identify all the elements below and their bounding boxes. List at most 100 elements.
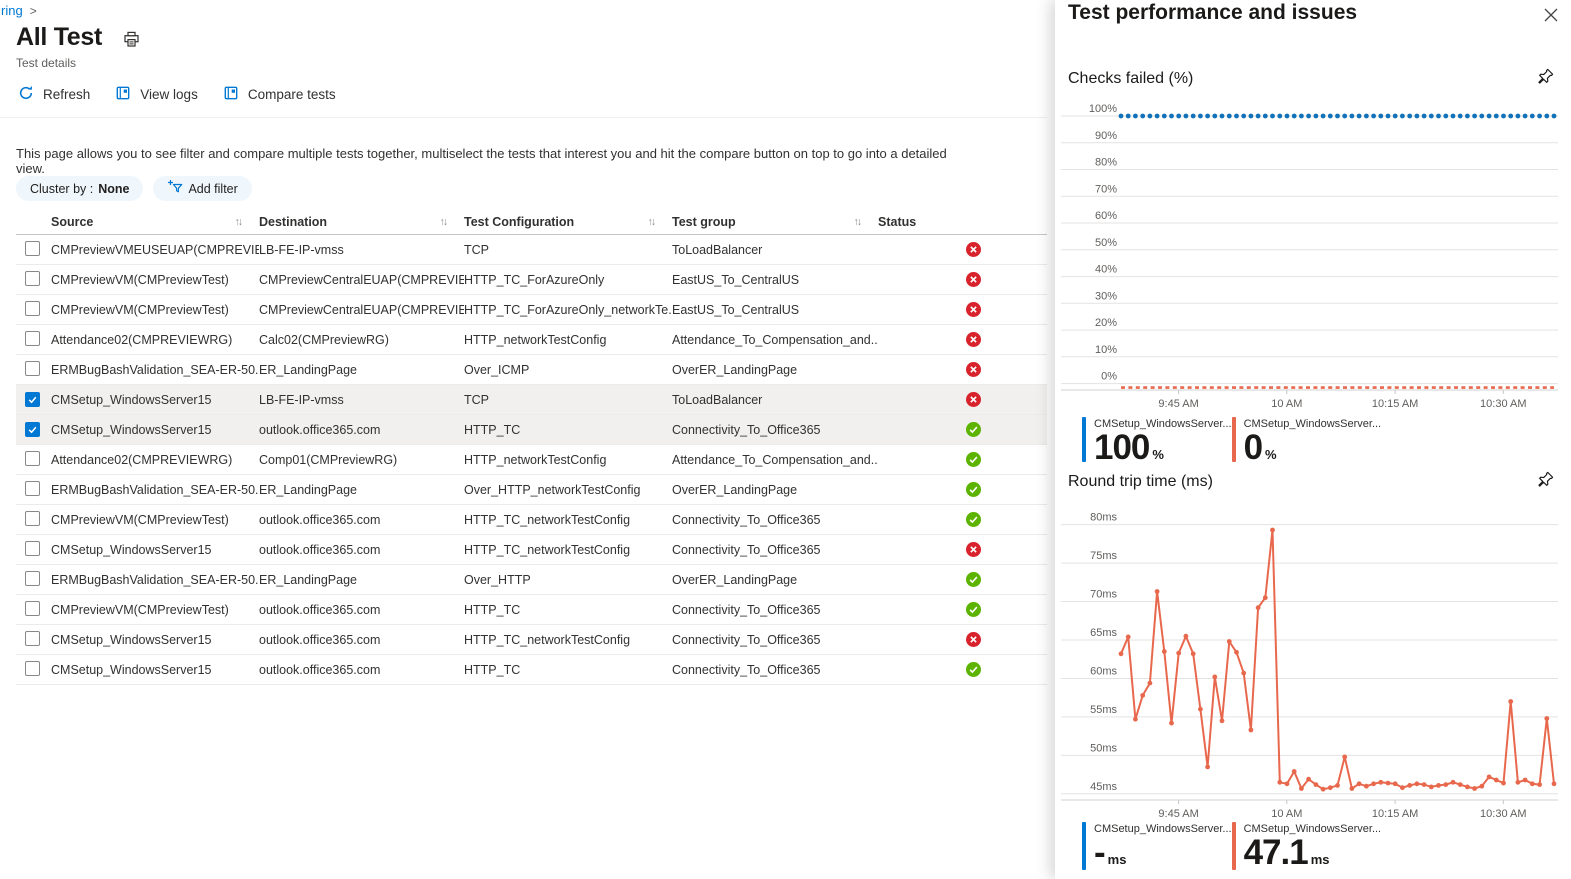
table-row[interactable]: CMPreviewVM(CMPreviewTest) outlook.office… [16, 595, 1047, 625]
row-checkbox[interactable] [25, 421, 40, 437]
refresh-button[interactable]: Refresh [18, 85, 90, 104]
row-checkbox[interactable] [25, 660, 40, 676]
cell-test-group: OverER_LandingPage [672, 362, 798, 377]
row-checkbox[interactable] [25, 450, 40, 466]
table-row[interactable]: CMPreviewVM(CMPreviewTest) CMPreviewCentr… [16, 295, 1047, 325]
breadcrumb-link[interactable]: ring [1, 3, 23, 18]
view-logs-button[interactable]: View logs [115, 85, 198, 104]
cell-source: CMPreviewVM(CMPreviewTest) [51, 302, 229, 317]
cell-destination: ER_LandingPage [259, 482, 357, 497]
table-row[interactable]: CMPreviewVMEUSEUAP(CMPREVIE... LB-FE-IP-v… [16, 235, 1047, 265]
cell-status[interactable] [878, 662, 1047, 677]
row-checkbox[interactable] [25, 240, 40, 256]
column-header-source[interactable]: Source ↑↓ [51, 214, 243, 229]
status-passed-icon [966, 422, 981, 437]
cell-status[interactable] [878, 452, 1047, 467]
tests-table: Source ↑↓ Destination ↑↓ Test Configurat… [16, 209, 1047, 685]
close-icon[interactable] [1544, 8, 1558, 22]
pin-icon[interactable] [1537, 471, 1554, 488]
cell-test-group: Attendance_To_Compensation_and... [672, 332, 878, 347]
cell-status[interactable] [878, 242, 1047, 257]
legend-card[interactable]: CMSetup_WindowsServer... 47.1 ms [1231, 822, 1382, 872]
row-checkbox[interactable] [25, 270, 40, 286]
legend-label: CMSetup_WindowsServer... [1243, 823, 1382, 835]
status-failed-icon [966, 272, 981, 287]
cell-test-configuration: Over_HTTP [464, 572, 531, 587]
cell-test-configuration: HTTP_TC_networkTestConfig [464, 512, 631, 527]
table-row[interactable]: ERMBugBashValidation_SEA-ER-50... ER_Land… [16, 475, 1047, 505]
row-checkbox[interactable] [25, 630, 40, 646]
row-checkbox[interactable] [25, 480, 40, 496]
cell-destination: outlook.office365.com [259, 662, 381, 677]
compare-tests-button[interactable]: Compare tests [223, 85, 336, 104]
legend-card[interactable]: CMSetup_WindowsServer... 0% [1231, 417, 1381, 467]
cell-status[interactable] [878, 542, 1047, 557]
table-row[interactable]: CMSetup_WindowsServer15 LB-FE-IP-vmss TCP T… [16, 385, 1047, 415]
view-logs-label: View logs [140, 87, 198, 102]
table-row[interactable]: CMSetup_WindowsServer15 outlook.office365… [16, 415, 1047, 445]
row-checkbox[interactable] [25, 300, 40, 316]
cell-test-group: Attendance_To_Compensation_and... [672, 452, 878, 467]
cell-status[interactable] [878, 512, 1047, 527]
cell-test-group: Connectivity_To_Office365 [672, 662, 821, 677]
cell-source: ERMBugBashValidation_SEA-ER-50... [51, 572, 259, 587]
sort-icon: ↑↓ [647, 215, 656, 228]
pin-icon[interactable] [1537, 68, 1554, 85]
status-passed-icon [966, 662, 981, 677]
table-row[interactable]: CMSetup_WindowsServer15 outlook.office365… [16, 625, 1047, 655]
column-header-test-configuration[interactable]: Test Configuration ↑↓ [464, 214, 656, 229]
cell-status[interactable] [878, 602, 1047, 617]
cell-test-group: Connectivity_To_Office365 [672, 602, 821, 617]
table-header: Source ↑↓ Destination ↑↓ Test Configurat… [16, 209, 1047, 235]
cell-status[interactable] [878, 482, 1047, 497]
legend-color-bar [1082, 822, 1086, 870]
cell-test-configuration: Over_HTTP_networkTestConfig [464, 482, 641, 497]
legend-card[interactable]: CMSetup_WindowsServer... 100% [1082, 417, 1232, 467]
print-icon[interactable] [123, 31, 140, 48]
view-logs-icon [115, 85, 131, 104]
cell-status[interactable] [878, 332, 1047, 347]
table-row[interactable]: CMPreviewVM(CMPreviewTest) outlook.office… [16, 505, 1047, 535]
row-checkbox[interactable] [25, 540, 40, 556]
cluster-by-pill[interactable]: Cluster by : None [16, 176, 144, 201]
legend-unit: % [1265, 447, 1277, 462]
cell-status[interactable] [878, 572, 1047, 587]
table-row[interactable]: Attendance02(CMPREVIEWRG) Comp01(CMPrevie… [16, 445, 1047, 475]
row-checkbox[interactable] [25, 391, 40, 407]
table-row[interactable]: Attendance02(CMPREVIEWRG) Calc02(CMPrevie… [16, 325, 1047, 355]
cell-test-configuration: TCP [464, 392, 489, 407]
legend-value: 47.1 [1243, 833, 1309, 872]
cell-status[interactable] [878, 272, 1047, 287]
table-row[interactable]: ERMBugBashValidation_SEA-ER-50... ER_Land… [16, 565, 1047, 595]
row-checkbox[interactable] [25, 360, 40, 376]
svg-text:100%: 100% [1089, 103, 1117, 115]
svg-text:45ms: 45ms [1090, 781, 1117, 793]
legend-card[interactable]: CMSetup_WindowsServer... - ms [1082, 822, 1232, 872]
svg-text:10 AM: 10 AM [1271, 808, 1302, 820]
cell-destination: Calc02(CMPreviewRG) [259, 332, 389, 347]
cell-status[interactable] [878, 302, 1047, 317]
cell-status[interactable] [878, 422, 1047, 437]
column-header-status[interactable]: Status [878, 214, 917, 229]
table-row[interactable]: CMSetup_WindowsServer15 outlook.office365… [16, 535, 1047, 565]
cell-status[interactable] [878, 392, 1047, 407]
add-filter-pill[interactable]: Add filter [153, 176, 252, 201]
page-subtitle: Test details [16, 56, 77, 70]
cell-status[interactable] [878, 632, 1047, 647]
svg-text:10 AM: 10 AM [1271, 398, 1302, 410]
cell-status[interactable] [878, 362, 1047, 377]
row-checkbox[interactable] [25, 330, 40, 346]
cell-destination: outlook.office365.com [259, 602, 381, 617]
row-checkbox[interactable] [25, 570, 40, 586]
table-row[interactable]: ERMBugBashValidation_SEA-ER-50... ER_Land… [16, 355, 1047, 385]
sort-icon: ↑↓ [439, 215, 448, 228]
column-header-test-group[interactable]: Test group ↑↓ [672, 214, 862, 229]
table-row[interactable]: CMPreviewVM(CMPreviewTest) CMPreviewCentr… [16, 265, 1047, 295]
cell-source: Attendance02(CMPREVIEWRG) [51, 332, 233, 347]
column-header-destination[interactable]: Destination ↑↓ [259, 214, 448, 229]
row-checkbox[interactable] [25, 510, 40, 526]
svg-text:55ms: 55ms [1090, 704, 1117, 716]
cell-destination: LB-FE-IP-vmss [259, 392, 344, 407]
row-checkbox[interactable] [25, 600, 40, 616]
table-row[interactable]: CMSetup_WindowsServer15 outlook.office365… [16, 655, 1047, 685]
